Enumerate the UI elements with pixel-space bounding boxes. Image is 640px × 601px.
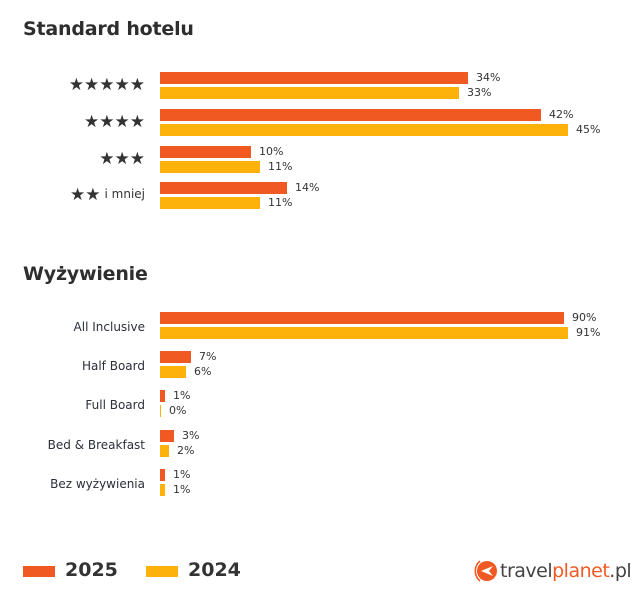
value-label-2025: 1%: [173, 468, 191, 481]
value-label-2025: 14%: [295, 181, 320, 194]
legend-swatch-2024: [146, 566, 178, 577]
star-rating-icon: ★★: [70, 185, 101, 205]
category-label: ★★ i mniej: [70, 185, 145, 205]
bar-2025: [160, 312, 564, 324]
travelplanet-logo: travelplanet.pl: [472, 557, 632, 585]
value-label-2024: 1%: [173, 483, 191, 496]
bar-2025: [160, 351, 191, 363]
category-label: Half Board: [82, 359, 145, 373]
bar-2024: [160, 87, 459, 99]
bar-2025: [160, 469, 165, 481]
value-label-2024: 11%: [268, 160, 293, 173]
value-label-2024: 6%: [194, 365, 212, 378]
bar-2024: [160, 484, 165, 496]
bar-2024: [160, 405, 161, 417]
bar-2025: [160, 390, 165, 402]
bar-2025: [160, 430, 174, 442]
bar-2024: [160, 445, 169, 457]
value-label-2025: 1%: [173, 389, 191, 402]
value-label-2024: 2%: [177, 444, 195, 457]
legend-swatch-2025: [23, 566, 55, 577]
value-label-2024: 33%: [467, 86, 492, 99]
value-label-2024: 91%: [576, 326, 601, 339]
bar-2025: [160, 72, 468, 84]
legend-label-2025: 2025: [65, 559, 118, 581]
category-label: Bez wyżywienia: [50, 477, 145, 491]
category-label-text: All Inclusive: [73, 320, 145, 334]
section-title: Wyżywienie: [23, 263, 148, 285]
star-rating-icon: ★★★★: [84, 112, 145, 132]
value-label-2025: 10%: [259, 145, 284, 158]
value-label-2025: 3%: [182, 429, 200, 442]
value-label-2024: 11%: [268, 196, 293, 209]
category-label: ★★★★: [84, 112, 145, 132]
category-label: ★★★★★: [69, 75, 145, 95]
category-label-suffix: i mniej: [104, 187, 146, 201]
value-label-2025: 90%: [572, 311, 597, 324]
bar-2024: [160, 161, 260, 173]
logo-text: travelplanet.pl: [500, 560, 632, 582]
category-label-text: Half Board: [81, 359, 145, 373]
bar-2025: [160, 182, 287, 194]
value-label-2024: 0%: [169, 404, 187, 417]
value-label-2024: 45%: [576, 123, 601, 136]
bar-2025: [160, 146, 251, 158]
section-title: Standard hotelu: [23, 18, 194, 40]
star-rating-icon: ★★★★★: [68, 75, 145, 95]
bar-2025: [160, 109, 541, 121]
star-rating-icon: ★★★: [99, 149, 145, 169]
category-label: All Inclusive: [74, 320, 145, 334]
legend-label-2024: 2024: [188, 559, 241, 581]
bar-2024: [160, 366, 186, 378]
value-label-2025: 7%: [199, 350, 217, 363]
category-label-text: Full Board: [85, 398, 145, 412]
bar-2024: [160, 327, 568, 339]
category-label: ★★★: [99, 149, 145, 169]
category-label: Full Board: [85, 398, 145, 412]
category-label-text: Bed & Breakfast: [47, 438, 145, 452]
value-label-2025: 42%: [549, 108, 574, 121]
travelplanet-logo-icon: [474, 560, 497, 582]
category-label-text: Bez wyżywienia: [50, 477, 145, 491]
value-label-2025: 34%: [476, 71, 501, 84]
bar-2024: [160, 124, 568, 136]
bar-2024: [160, 197, 260, 209]
category-label: Bed & Breakfast: [48, 438, 145, 452]
